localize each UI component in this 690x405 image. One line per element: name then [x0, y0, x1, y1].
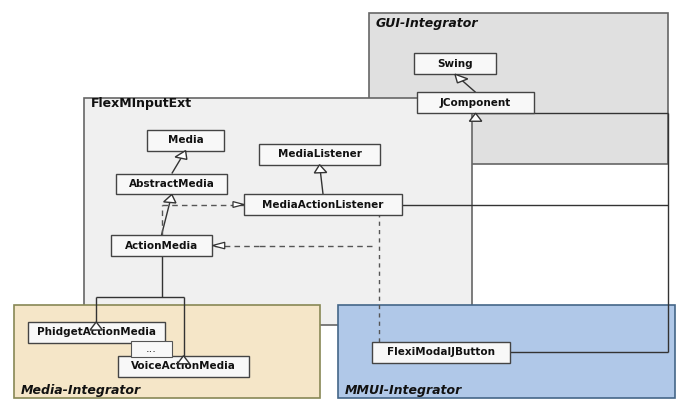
Polygon shape — [233, 202, 244, 207]
Text: JComponent: JComponent — [440, 98, 511, 108]
Polygon shape — [177, 356, 190, 364]
Bar — [259, 144, 380, 165]
Bar — [28, 322, 165, 343]
Polygon shape — [90, 322, 102, 330]
Bar — [116, 173, 228, 194]
Text: ActionMedia: ActionMedia — [125, 241, 198, 251]
Text: MediaActionListener: MediaActionListener — [262, 200, 384, 209]
Bar — [338, 305, 675, 398]
Bar — [373, 342, 510, 362]
Text: MediaListener: MediaListener — [277, 149, 362, 159]
Text: PhidgetActionMedia: PhidgetActionMedia — [37, 327, 156, 337]
Polygon shape — [469, 113, 482, 121]
Bar — [369, 13, 668, 164]
Text: ...: ... — [146, 344, 157, 354]
Text: Swing: Swing — [437, 59, 473, 69]
Bar — [84, 98, 472, 325]
Bar — [414, 53, 496, 74]
Polygon shape — [213, 242, 225, 249]
Bar — [147, 130, 224, 151]
Bar — [244, 194, 402, 215]
Bar — [130, 341, 172, 357]
Bar — [417, 92, 534, 113]
Polygon shape — [315, 165, 326, 173]
Text: GUI-Integrator: GUI-Integrator — [376, 17, 478, 30]
Bar — [110, 235, 213, 256]
Polygon shape — [164, 194, 176, 203]
Text: VoiceActionMedia: VoiceActionMedia — [131, 361, 236, 371]
Polygon shape — [455, 74, 468, 83]
Text: Media: Media — [168, 135, 204, 145]
Text: Media-Integrator: Media-Integrator — [21, 384, 141, 397]
Polygon shape — [175, 151, 187, 160]
Text: FlexiModalJButton: FlexiModalJButton — [387, 347, 495, 357]
Bar — [14, 305, 319, 398]
Text: FlexMInputExt: FlexMInputExt — [90, 98, 192, 111]
Text: AbstractMedia: AbstractMedia — [129, 179, 215, 189]
Bar — [118, 356, 249, 377]
Text: MMUI-Integrator: MMUI-Integrator — [345, 384, 462, 397]
